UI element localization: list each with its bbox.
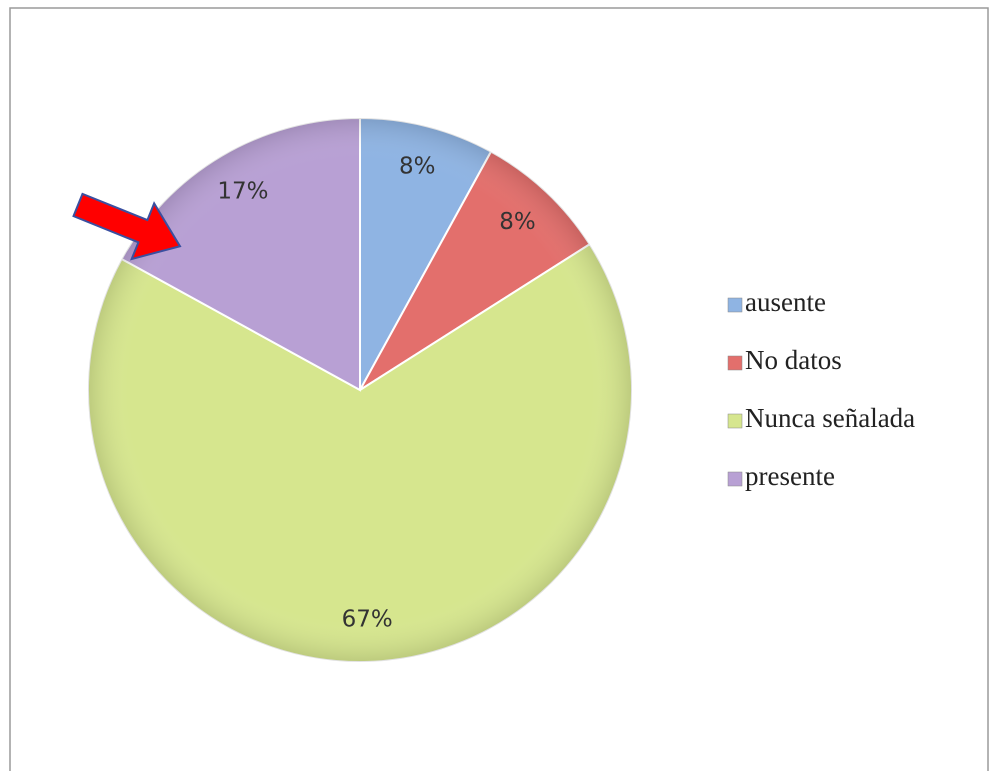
data-label: 8% [499,209,536,235]
arrow [72,192,182,261]
legend-swatch [727,471,743,487]
legend-label: Nunca señalada [745,403,915,433]
legend-swatch [727,413,743,429]
pie [87,116,633,663]
legend-swatch [727,297,743,313]
legend-swatch [727,355,743,371]
data-label: 8% [399,154,436,180]
data-label: 67% [342,606,393,632]
legend-label: No datos [745,345,842,375]
legend-label: ausente [745,287,826,317]
legend-label: presente [745,461,835,491]
data-label: 17% [217,179,268,205]
